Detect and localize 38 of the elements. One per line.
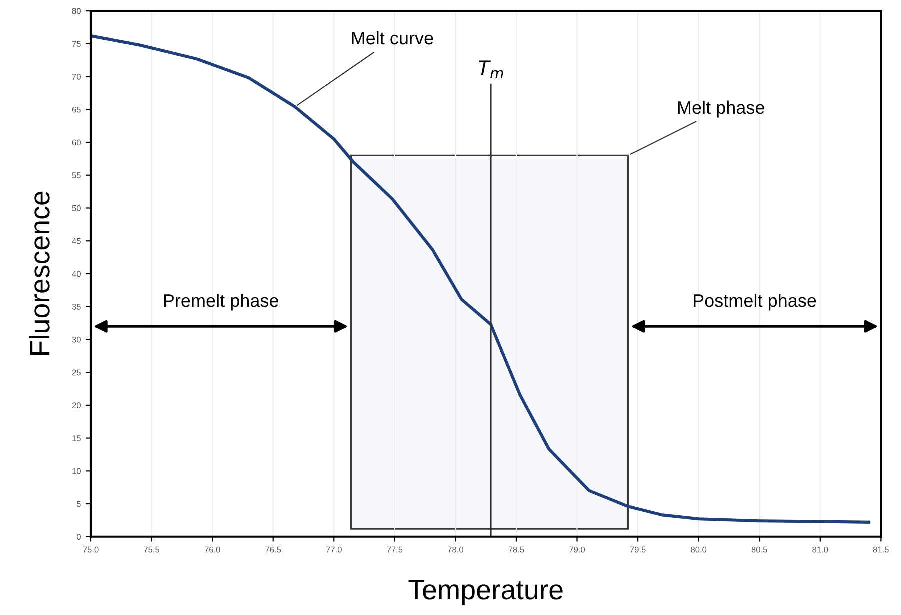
y-tick-label: 65 xyxy=(72,106,81,113)
y-tick-label: 5 xyxy=(76,501,81,508)
ref-line-label: T$_{m}$ xyxy=(478,60,504,78)
y-tick-label: 50 xyxy=(72,205,81,212)
x-tick-label: 78.5 xyxy=(508,546,524,553)
y-tick-label: 40 xyxy=(72,271,81,278)
y-tick-label: 45 xyxy=(72,238,81,244)
annotation: Melt curve xyxy=(352,31,434,45)
x-tick-label: 76.5 xyxy=(266,546,282,553)
x-tick-label: 75.5 xyxy=(144,546,160,553)
y-tick-label: 10 xyxy=(72,468,81,474)
y-tick-label: 70 xyxy=(72,74,81,80)
x-tick-label: 80.0 xyxy=(691,546,707,553)
x-tick-label: 79.0 xyxy=(570,546,586,553)
x-tick-label: 77.5 xyxy=(387,546,403,553)
annotation: Postmelt phase xyxy=(694,294,816,311)
y-tick-label: 0 xyxy=(76,534,81,540)
x-tick-label: 81.0 xyxy=(812,546,828,553)
annotation: Premelt phase xyxy=(164,294,278,311)
x-tick-label: 76.0 xyxy=(204,546,220,553)
y-tick-label: 75 xyxy=(72,41,81,48)
y-axis-title: Fluorescence xyxy=(29,192,50,356)
x-tick-label: 77.0 xyxy=(326,546,342,553)
x-tick-label: 80.5 xyxy=(752,546,768,553)
y-tick-label: 30 xyxy=(72,336,81,343)
x-tick-label: 75.0 xyxy=(83,546,99,553)
y-tick-label: 35 xyxy=(72,304,81,310)
y-tick-label: 15 xyxy=(72,436,81,442)
y-tick-label: 25 xyxy=(72,370,81,376)
y-tick-label: 80 xyxy=(72,8,81,14)
y-tick-label: 55 xyxy=(72,172,81,178)
y-tick-label: 20 xyxy=(72,402,81,409)
x-axis-title: Temperature xyxy=(408,580,563,606)
y-tick-label: 60 xyxy=(72,140,81,146)
band-label: Melt phase xyxy=(678,100,764,118)
x-tick-label: 78.0 xyxy=(448,546,464,553)
x-tick-label: 81.5 xyxy=(873,546,889,553)
x-tick-label: 79.5 xyxy=(630,546,646,553)
